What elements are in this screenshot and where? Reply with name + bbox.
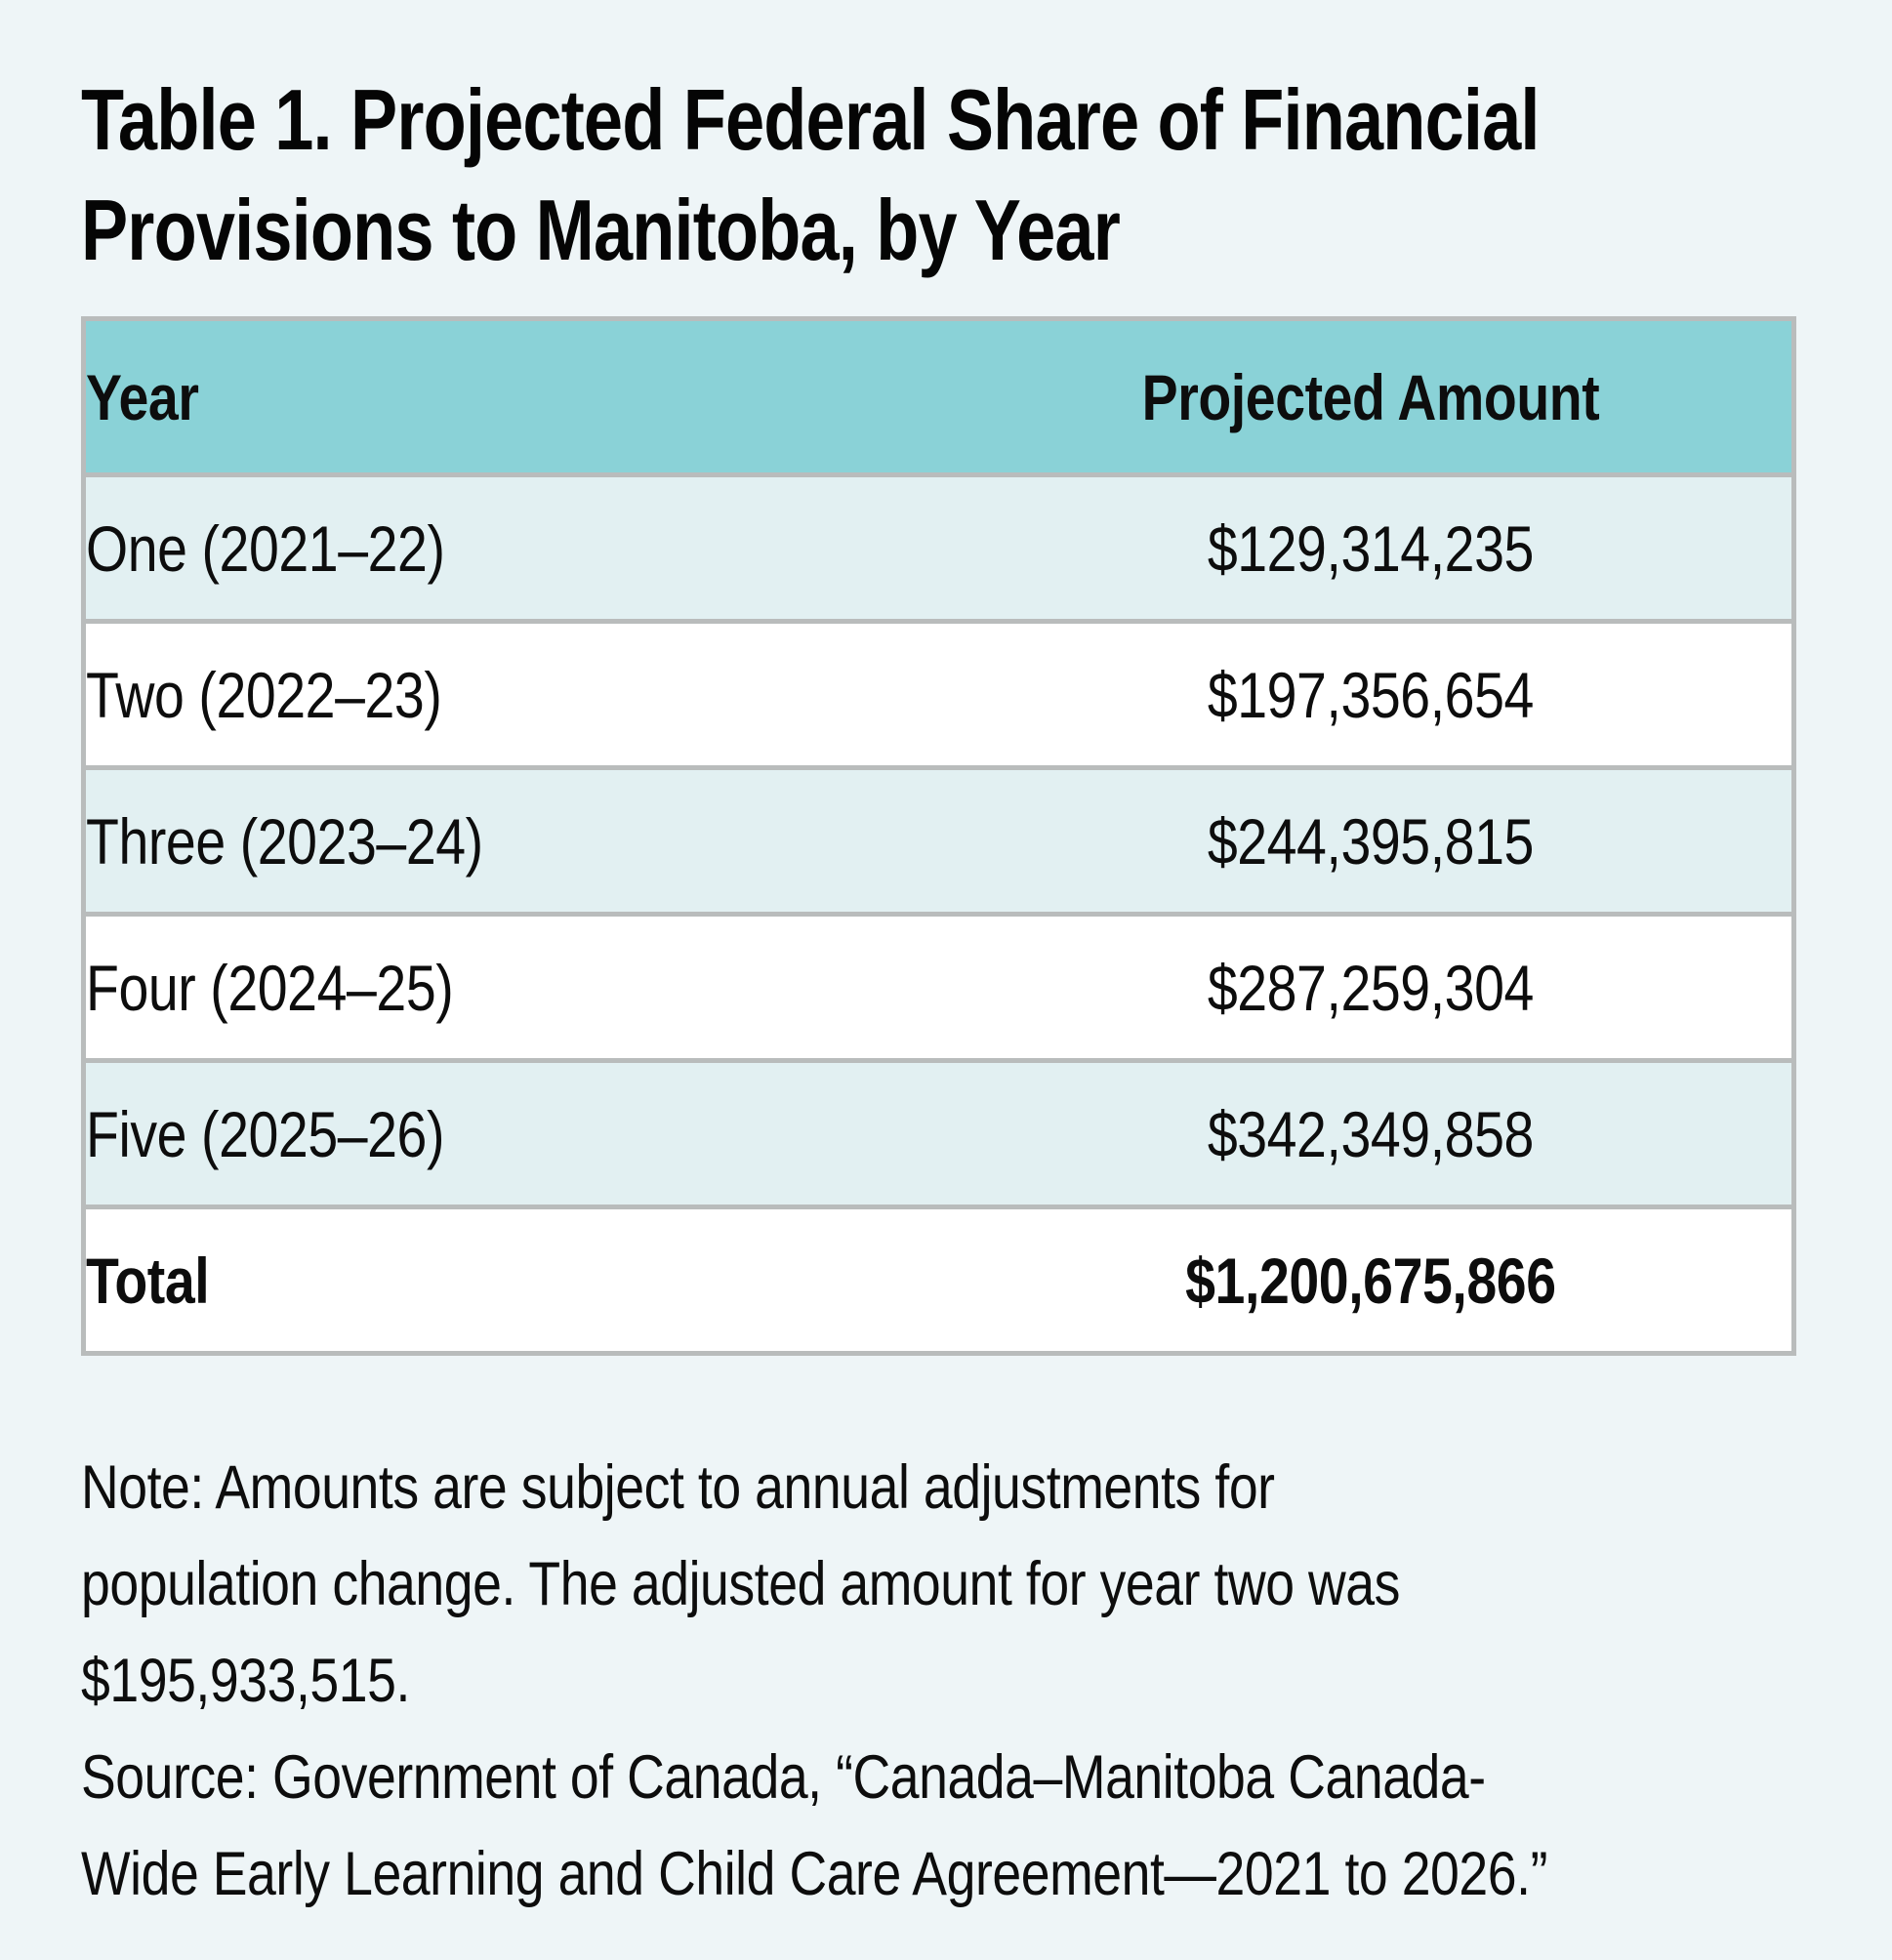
total-label: Total <box>86 1244 210 1317</box>
year-label: Three (2023–24) <box>86 804 483 878</box>
amount-cell: $287,259,304 <box>950 914 1794 1061</box>
total-amount-value: $1,200,675,866 <box>1185 1244 1557 1317</box>
amount-cell: $342,349,858 <box>950 1060 1794 1207</box>
year-label: Four (2024–25) <box>86 951 454 1024</box>
note-text-line: population change. The adjusted amount f… <box>81 1550 1400 1618</box>
amount-cell: $197,356,654 <box>950 621 1794 768</box>
table-header-row: Year Projected Amount <box>83 318 1794 475</box>
table-row: Two (2022–23) $197,356,654 <box>83 621 1794 768</box>
source-text-line: Wide Early Learning and Child Care Agree… <box>81 1840 1547 1908</box>
header-cell-amount: Projected Amount <box>950 318 1794 475</box>
content-column: Table 1. Projected Federal Share of Fina… <box>81 0 1796 1923</box>
year-label: One (2021–22) <box>86 511 445 585</box>
page-title-line2: Provisions to Manitoba, by Year <box>81 182 1121 278</box>
projected-amount-table: Year Projected Amount One (2021–22) $129… <box>81 316 1796 1356</box>
table-row: Three (2023–24) $244,395,815 <box>83 767 1794 915</box>
page-title: Table 1. Projected Federal Share of Fina… <box>81 64 1791 285</box>
year-label: Five (2025–26) <box>86 1097 445 1170</box>
source-text-line: Source: Government of Canada, “Canada–Ma… <box>81 1743 1486 1812</box>
year-label: Two (2022–23) <box>86 658 442 731</box>
table-row: Four (2024–25) $287,259,304 <box>83 914 1794 1061</box>
year-cell: Five (2025–26) <box>83 1060 951 1207</box>
table-row: Five (2025–26) $342,349,858 <box>83 1060 1794 1207</box>
note-text-line: Note: Amounts are subject to annual adju… <box>81 1453 1275 1522</box>
total-amount-cell: $1,200,675,866 <box>950 1206 1794 1354</box>
amount-value: $197,356,654 <box>1208 658 1535 731</box>
table-total-row: Total $1,200,675,866 <box>83 1206 1794 1354</box>
year-cell: Three (2023–24) <box>83 767 951 915</box>
year-cell: Four (2024–25) <box>83 914 951 1061</box>
year-cell: One (2021–22) <box>83 474 951 622</box>
amount-value: $342,349,858 <box>1208 1097 1535 1170</box>
table-row: One (2021–22) $129,314,235 <box>83 474 1794 622</box>
amount-value: $129,314,235 <box>1208 511 1535 585</box>
header-cell-year: Year <box>83 318 951 475</box>
amount-value: $244,395,815 <box>1208 804 1535 878</box>
header-amount-label: Projected Amount <box>1141 360 1600 433</box>
year-cell: Two (2022–23) <box>83 621 951 768</box>
header-year-label: Year <box>86 360 199 433</box>
total-label-cell: Total <box>83 1206 951 1354</box>
amount-value: $287,259,304 <box>1208 951 1535 1024</box>
table-notes: Note: Amounts are subject to annual adju… <box>81 1440 1791 1923</box>
page-title-line1: Table 1. Projected Federal Share of Fina… <box>81 71 1540 168</box>
note-text-line: $195,933,515. <box>81 1647 410 1715</box>
amount-cell: $244,395,815 <box>950 767 1794 915</box>
amount-cell: $129,314,235 <box>950 474 1794 622</box>
